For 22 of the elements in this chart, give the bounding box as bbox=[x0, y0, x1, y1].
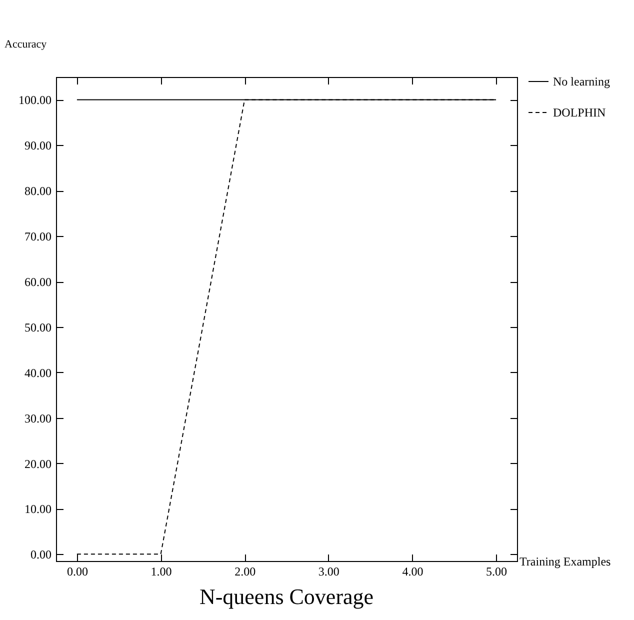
y-tick-label: 80.00 bbox=[24, 184, 52, 198]
x-tick-label: 3.00 bbox=[318, 564, 340, 578]
y-tick-label: 40.00 bbox=[24, 366, 52, 380]
y-tick-label: 60.00 bbox=[24, 275, 52, 290]
y-tick-label: 30.00 bbox=[24, 411, 52, 426]
y-tick-label: 10.00 bbox=[24, 502, 52, 516]
x-tick-label: 2.00 bbox=[234, 564, 256, 578]
legend-label: DOLPHIN bbox=[553, 106, 606, 120]
x-tick-label: 1.00 bbox=[150, 564, 172, 578]
y-tick-label: 0.00 bbox=[30, 548, 52, 562]
x-tick-label: 5.00 bbox=[486, 564, 508, 578]
legend-label: No learning bbox=[553, 74, 610, 88]
y-tick-label: 20.00 bbox=[24, 456, 52, 471]
y-tick-label: 90.00 bbox=[24, 138, 52, 153]
text: N-queens Coverage bbox=[199, 584, 374, 609]
y-tick-label: 70.00 bbox=[24, 230, 52, 244]
x-tick-label: 4.00 bbox=[402, 564, 424, 578]
y-tick-label: 50.00 bbox=[24, 320, 52, 334]
x-tick-label: 0.00 bbox=[66, 564, 88, 578]
x-axis-title: Training Examples bbox=[520, 554, 612, 568]
y-axis-title: Accuracy bbox=[4, 38, 48, 50]
y-tick-label: 100.00 bbox=[18, 93, 52, 108]
